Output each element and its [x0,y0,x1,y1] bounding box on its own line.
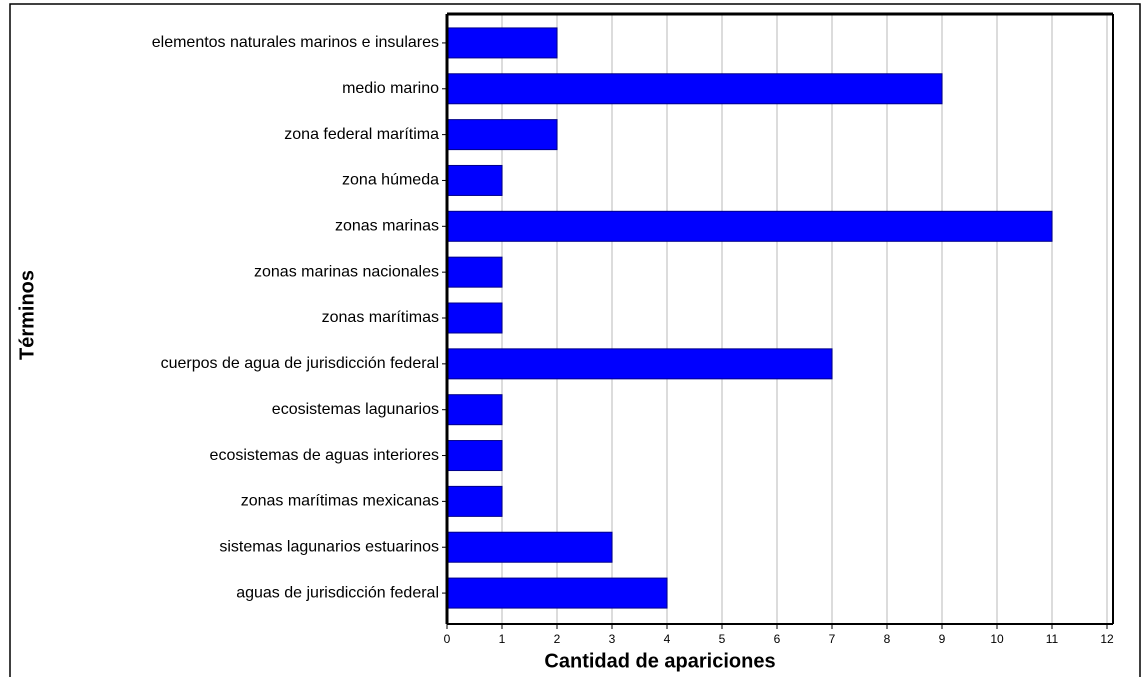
x-tick-label: 3 [609,632,616,646]
bar [446,348,833,380]
x-axis-label: Cantidad de apariciones [544,650,775,672]
bar [446,394,503,426]
bar [446,164,503,196]
y-tick-label: sistemas lagunarios estuarinos [219,538,439,555]
x-tick-label: 9 [939,632,946,646]
y-tick-label: cuerpos de agua de jurisdicción federal [161,355,439,372]
bar [446,256,503,288]
bar [446,485,503,517]
y-tick-label: zonas marítimas mexicanas [241,493,439,510]
x-tick-label: 1 [499,632,506,646]
bar [446,577,668,609]
x-tick-label: 8 [884,632,891,646]
x-tick-label: 5 [719,632,726,646]
y-tick-label: ecosistemas lagunarios [272,401,439,418]
y-axis-label: Términos [16,270,38,360]
bar [446,119,558,151]
bar [446,440,503,472]
y-tick-label: zona húmeda [342,172,439,189]
bar [446,210,1053,242]
y-tick-label: zonas marinas nacionales [254,263,439,280]
y-tick-label: zona federal marítima [284,126,439,143]
x-tick-label: 12 [1100,632,1114,646]
x-tick-label: 0 [444,632,451,646]
y-tick-label: aguas de jurisdicción federal [236,584,439,601]
y-tick-label: zonas marinas [335,218,439,235]
bar [446,531,613,563]
frame [9,3,1141,677]
y-tick-label: ecosistemas de aguas interiores [210,447,439,464]
y-tick-label: medio marino [342,80,439,97]
bar [446,73,943,105]
x-tick-label: 2 [554,632,561,646]
bar [446,27,558,59]
y-tick-label: zonas marítimas [322,309,439,326]
x-tick-label: 7 [829,632,836,646]
x-tick-label: 11 [1046,632,1059,646]
bar [446,302,503,334]
x-tick-label: 4 [664,632,671,646]
x-tick-label: 6 [774,632,781,646]
y-tick-label: elementos naturales marinos e insulares [152,34,439,51]
x-tick-label: 10 [990,632,1004,646]
